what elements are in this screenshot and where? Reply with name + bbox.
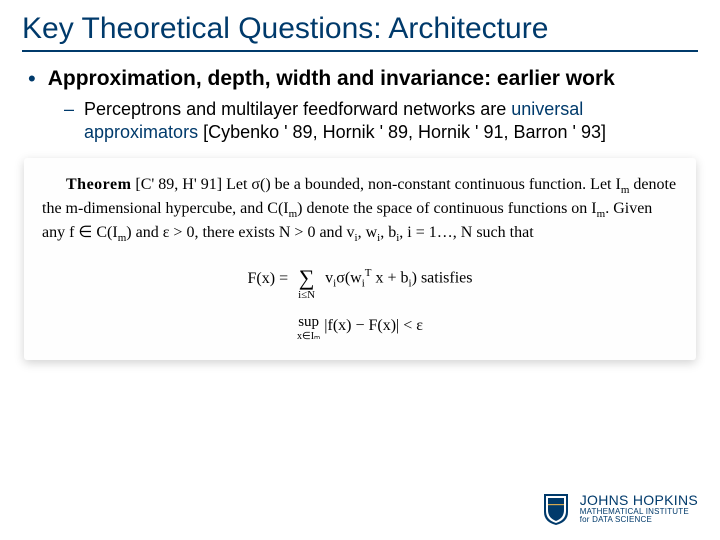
sup-label: sup <box>298 315 319 330</box>
slide-title: Key Theoretical Questions: Architecture <box>22 12 698 52</box>
bullet-2c: [Cybenko ' 89, Hornik ' 89, Hornik ' 91,… <box>198 122 606 142</box>
bullet-dot: • <box>28 66 36 92</box>
sup-block: sup x∈Iₘ <box>297 315 320 342</box>
sum-symbol: ∑ <box>299 268 315 288</box>
eq-rhs: viσ(wiT x + bi) satisfies <box>325 266 472 291</box>
thm-c: ) denote the space of continuous functio… <box>297 200 596 217</box>
thm-m2: m <box>289 208 298 220</box>
bullet-dash: – <box>64 98 74 121</box>
eq-wt: T <box>365 267 372 279</box>
thm-f: , w <box>358 224 378 241</box>
bullet-2-text: Perceptrons and multilayer feedforward n… <box>84 98 698 144</box>
theorem-label: Theorem <box>66 176 131 193</box>
sup-sub: x∈Iₘ <box>297 332 320 342</box>
equation-2: sup x∈Iₘ |f(x) − F(x)| < ε <box>42 315 678 342</box>
jhu-sub2: for DATA SCIENCE <box>580 516 698 524</box>
shield-icon <box>542 492 570 526</box>
eq-wi: i <box>362 277 365 289</box>
jhu-text: JOHNS HOPKINS MATHEMATICAL INSTITUTE for… <box>580 493 698 524</box>
thm-m4: m <box>118 232 127 244</box>
footer-logo: JOHNS HOPKINS MATHEMATICAL INSTITUTE for… <box>542 492 698 526</box>
thm-g: , b <box>380 224 396 241</box>
sum-block: ∑ i≤N <box>298 256 315 301</box>
thm-a: Let σ() be a bounded, non-constant conti… <box>226 176 621 193</box>
thm-h: , i = 1…, N such that <box>399 224 533 241</box>
eq-v: v <box>325 269 333 286</box>
thm-e: ) and ε > 0, there exists N > 0 and v <box>126 224 354 241</box>
equation-1: F(x) = ∑ i≤N viσ(wiT x + bi) satisfies <box>42 256 678 301</box>
eq-sat: ) satisfies <box>412 269 473 286</box>
bullet-level-1: • Approximation, depth, width and invari… <box>28 66 698 92</box>
eq2-body: |f(x) − F(x)| < ε <box>324 315 423 337</box>
eq-lhs: F(x) = <box>248 268 289 290</box>
eq-sig: σ(w <box>336 269 362 286</box>
thm-m3: m <box>597 208 606 220</box>
sum-bottom: i≤N <box>298 290 315 301</box>
bullet-level-2: – Perceptrons and multilayer feedforward… <box>64 98 698 144</box>
bullet-1-text: Approximation, depth, width and invarian… <box>48 66 615 92</box>
jhu-name: JOHNS HOPKINS <box>580 493 698 508</box>
theorem-cite: [C' 89, H' 91] <box>131 176 226 193</box>
eq-x: x + b <box>372 269 409 286</box>
theorem-paragraph: Theorem [C' 89, H' 91] Let σ() be a boun… <box>42 174 678 246</box>
slide: Key Theoretical Questions: Architecture … <box>0 0 720 540</box>
bullet-2a: Perceptrons and multilayer feedforward n… <box>84 99 511 119</box>
theorem-box: Theorem [C' 89, H' 91] Let σ() be a boun… <box>24 158 696 360</box>
